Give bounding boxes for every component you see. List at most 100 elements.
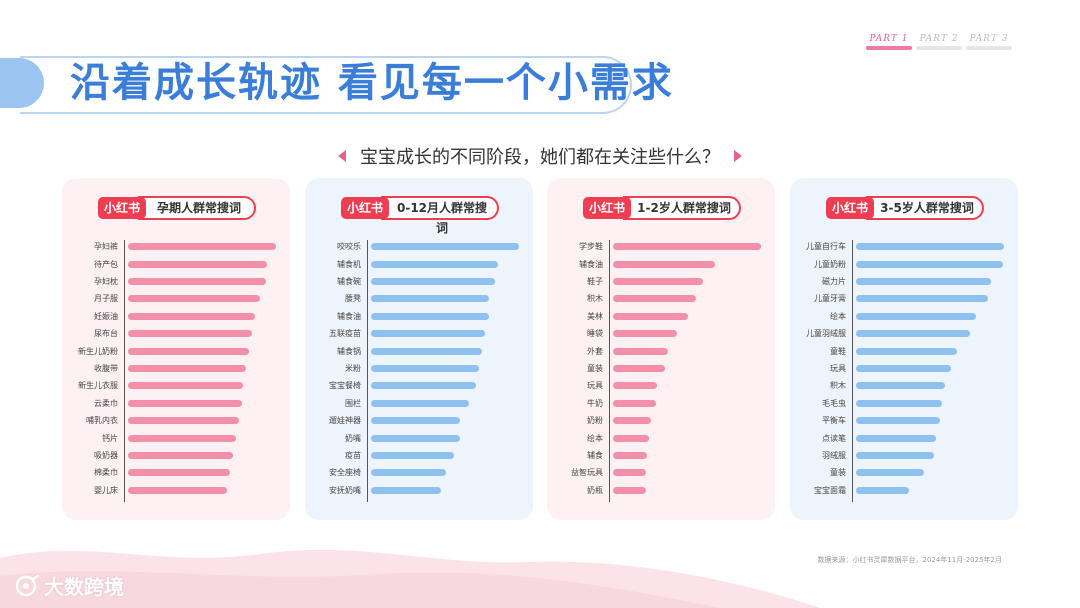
bar [128, 451, 234, 459]
bar [128, 399, 242, 407]
bar [128, 330, 253, 338]
part-2-indicator[interactable]: PART 2 [916, 34, 962, 50]
category-label: 哺乳内衣 [86, 416, 118, 426]
category-label: 月子服 [94, 294, 118, 304]
category-label: 孕妇裤 [94, 242, 118, 252]
bar-row: 安全座椅 [305, 464, 533, 481]
subtitle-row: 宝宝成长的不同阶段，她们都在关注些什么？ [0, 143, 1080, 169]
bar-row: 玩具 [790, 360, 1018, 377]
bar-row: 宝宝餐椅 [305, 377, 533, 394]
category-label: 睡袋 [587, 329, 603, 339]
bar-row: 安抚奶嘴 [305, 482, 533, 499]
bar [128, 382, 244, 390]
category-label: 儿童牙膏 [814, 294, 846, 304]
bar-row: 儿童牙膏 [790, 290, 1018, 307]
bar [856, 330, 970, 338]
category-label: 新生儿奶粉 [78, 346, 118, 356]
bar-row: 平衡车 [790, 412, 1018, 429]
bar-row: 辅食油 [547, 255, 775, 272]
bar [613, 364, 665, 372]
category-label: 玩具 [587, 381, 603, 391]
category-label: 牛奶 [587, 398, 603, 408]
bar-row: 辅食机 [305, 255, 533, 272]
bar-row: 积木 [790, 377, 1018, 394]
bar-row: 疫苗 [305, 447, 533, 464]
xiaohongshu-logo: 小红书 [583, 197, 632, 219]
bar [856, 243, 1004, 251]
bar [856, 486, 910, 494]
bar [371, 312, 490, 320]
bar [856, 260, 1003, 268]
category-label: 玩具 [830, 363, 846, 373]
category-label: 羽绒服 [822, 450, 846, 460]
category-label: 绘本 [830, 311, 846, 321]
bar-row: 积木 [547, 290, 775, 307]
bar [613, 330, 677, 338]
category-label: 磁力片 [822, 276, 846, 286]
category-label: 绘本 [587, 433, 603, 443]
bar-row: 童装 [790, 464, 1018, 481]
bar-row: 绘本 [547, 429, 775, 446]
bar-row: 奶瓶 [547, 482, 775, 499]
chart-title: 1-2岁人群常搜词 [623, 196, 741, 220]
bar [613, 399, 656, 407]
category-label: 辅食 [587, 450, 603, 460]
bar-row: 新生儿衣服 [62, 377, 290, 394]
category-label: 美林 [587, 311, 603, 321]
bar-row: 点读笔 [790, 429, 1018, 446]
chart-title: 3-5岁人群常搜词 [866, 196, 984, 220]
bar-row: 益智玩具 [547, 464, 775, 481]
bar [128, 312, 256, 320]
bar-row: 尿布台 [62, 325, 290, 342]
subtitle: 宝宝成长的不同阶段，她们都在关注些什么？ [360, 147, 720, 168]
part-1-indicator[interactable]: PART 1 [866, 34, 912, 50]
chart-panel-pregnancy: 小红书 孕期人群常搜词 孕妇裤 待产包 孕妇枕 月子服 妊娠油 尿布台 新生儿奶粉 收腹带 新生儿衣… [62, 178, 290, 520]
bar [856, 312, 976, 320]
bar-row: 毛毛虫 [790, 395, 1018, 412]
bar [128, 469, 231, 477]
bar [128, 277, 266, 285]
chart-title: 孕期人群常搜词 [138, 196, 256, 220]
category-label: 妊娠油 [94, 311, 118, 321]
category-label: 儿童羽绒服 [806, 329, 846, 339]
part-3-indicator[interactable]: PART 3 [966, 34, 1012, 50]
bar-row: 辅食油 [305, 308, 533, 325]
bar [371, 469, 447, 477]
bar [856, 277, 991, 285]
bar-row: 学步鞋 [547, 238, 775, 255]
bar-row: 儿童奶粉 [790, 255, 1018, 272]
category-label: 童装 [587, 363, 603, 373]
bar-row: 鞋子 [547, 273, 775, 290]
bar [856, 469, 925, 477]
bar-row: 羽绒服 [790, 447, 1018, 464]
bar-row: 绘本 [790, 308, 1018, 325]
bar [856, 399, 942, 407]
bar-row: 遛娃神器 [305, 412, 533, 429]
part-3-bar [966, 46, 1012, 50]
bar-row: 奶粉 [547, 412, 775, 429]
category-label: 奶瓶 [587, 485, 603, 495]
category-label: 辅食油 [337, 311, 361, 321]
bar-row: 咬咬乐 [305, 238, 533, 255]
triangle-right-icon [734, 150, 742, 162]
category-label: 咬咬乐 [337, 242, 361, 252]
bar-row: 玩具 [547, 377, 775, 394]
bar [371, 434, 460, 442]
category-label: 围栏 [345, 398, 361, 408]
category-label: 吸奶器 [94, 450, 118, 460]
bar [613, 417, 652, 425]
bar-row: 外套 [547, 342, 775, 359]
bar-row: 哺乳内衣 [62, 412, 290, 429]
bar [128, 260, 268, 268]
chart-header: 小红书 0-12月人群常搜词 [341, 196, 499, 235]
bar [856, 347, 957, 355]
category-label: 宝宝面霜 [814, 485, 846, 495]
bar [371, 364, 480, 372]
bar [613, 434, 649, 442]
category-label: 积木 [830, 381, 846, 391]
bar [856, 434, 936, 442]
bar-row: 钙片 [62, 429, 290, 446]
bar-row: 儿童自行车 [790, 238, 1018, 255]
bar [613, 486, 646, 494]
bar [856, 295, 988, 303]
